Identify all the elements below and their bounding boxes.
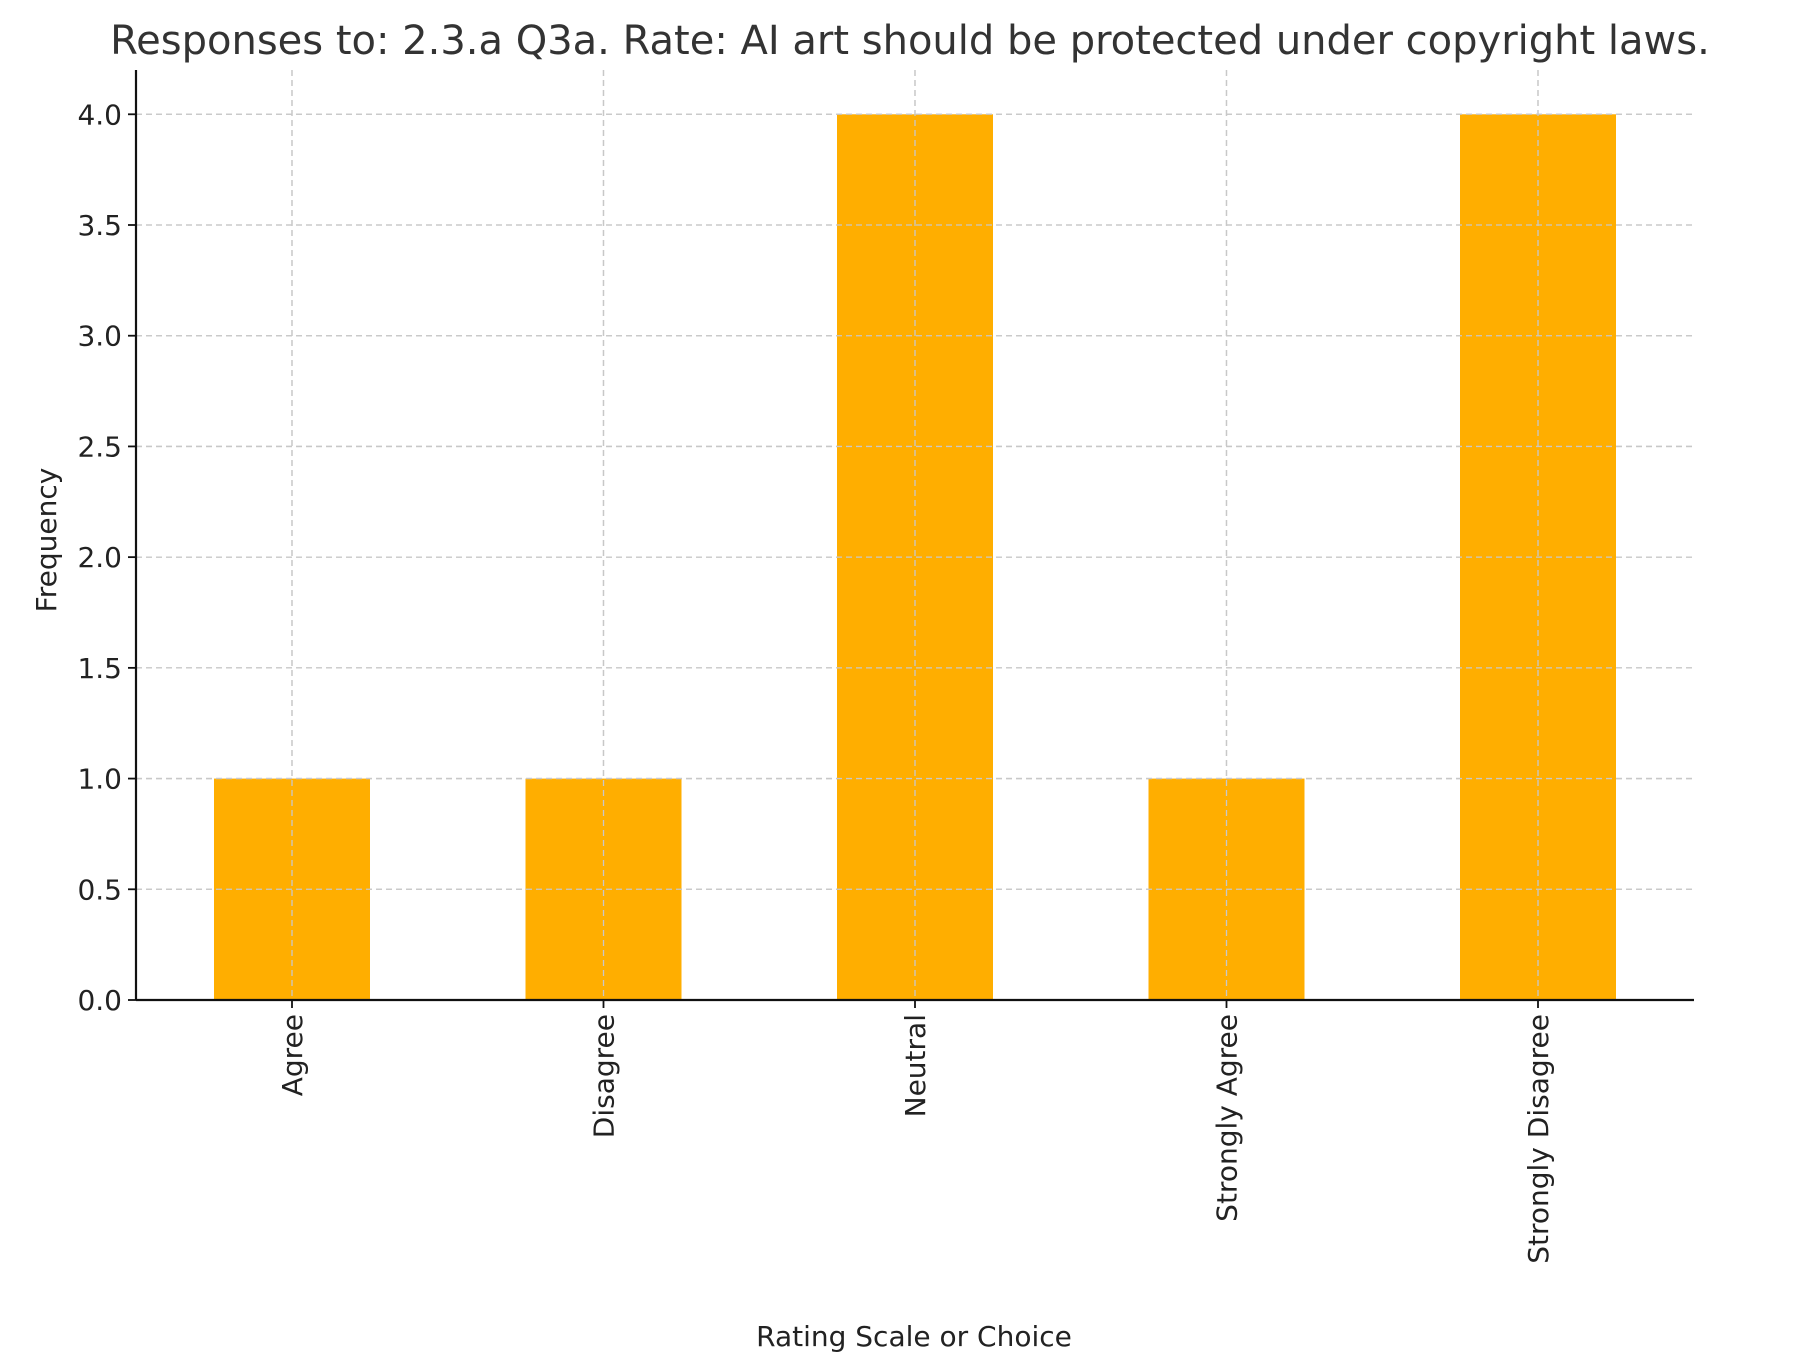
x-axis-ticks: Agree Disagree Neutral Strongly Agree Strong… [276,1000,1555,1264]
y-tick-label: 1.5 [77,652,122,685]
y-tick-label: 3.5 [77,209,122,242]
x-tick-label: Disagree [588,1014,621,1138]
y-tick-label: 1.0 [77,763,122,796]
y-axis-label: Frequency [30,468,63,613]
y-tick-label: 3.0 [77,320,122,353]
x-tick-label: Neutral [899,1014,932,1117]
y-tick-label: 0.0 [77,984,122,1017]
chart-title: Responses to: 2.3.a Q3a. Rate: AI art sh… [110,18,1710,64]
bars-layer [136,70,1694,1001]
x-tick-label: Strongly Disagree [1522,1014,1555,1264]
y-tick-label: 0.5 [77,873,122,906]
x-axis-label: Rating Scale or Choice [756,1320,1072,1353]
y-tick-label: 2.0 [77,541,122,574]
x-tick-label: Strongly Agree [1211,1014,1244,1222]
y-tick-label: 4.0 [77,98,122,131]
y-tick-label: 2.5 [77,430,122,463]
y-axis-ticks: 0.0 0.5 1.0 1.5 2.0 2.5 3.0 3.5 4.0 [77,98,136,1017]
x-tick-label: Agree [276,1014,309,1096]
